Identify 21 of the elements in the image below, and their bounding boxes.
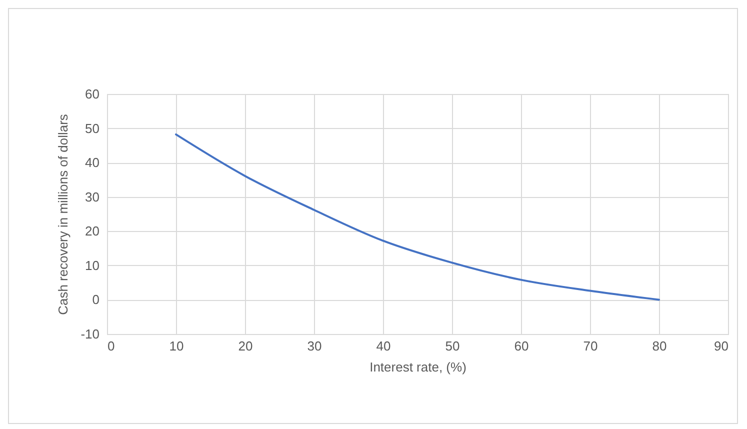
x-tick-label: 60	[514, 338, 529, 354]
x-tick-label: 10	[169, 338, 184, 354]
x-tick-label: 90	[714, 338, 728, 354]
x-tick-label: 20	[238, 338, 253, 354]
x-tick-label: 80	[652, 338, 667, 354]
x-tick-label: 70	[583, 338, 598, 354]
y-tick-label: 40	[85, 155, 100, 170]
y-tick-label: 20	[85, 224, 100, 239]
x-axis-title: Interest rate, (%)	[370, 360, 466, 374]
x-tick-label: 0	[108, 338, 115, 354]
y-tick-label: -10	[80, 326, 100, 342]
line-series	[175, 133, 660, 301]
y-tick-label: 60	[85, 86, 100, 102]
x-tick-label: 50	[445, 338, 460, 354]
y-axis-title: Cash recovery in millions of dollars	[56, 114, 71, 315]
x-tick-label: 30	[307, 338, 322, 354]
x-tick-label: 40	[376, 338, 391, 354]
y-tick-label: 50	[85, 120, 100, 136]
y-tick-label: 10	[85, 258, 100, 273]
y-tick-label: 30	[85, 189, 100, 204]
y-tick-label: 0	[92, 292, 100, 308]
